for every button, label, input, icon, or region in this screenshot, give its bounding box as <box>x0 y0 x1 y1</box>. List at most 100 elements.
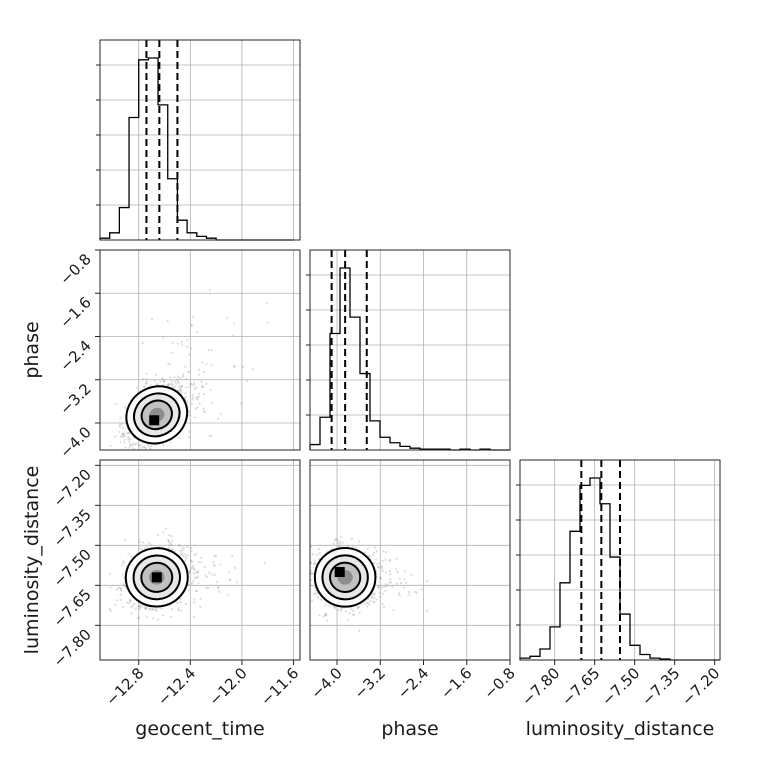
scatter-point <box>145 545 149 549</box>
scatter-point <box>209 388 212 392</box>
scatter-point <box>177 607 180 610</box>
hist-step-geocent_time <box>99 57 294 241</box>
scatter-point <box>127 437 130 440</box>
scatter-point <box>181 554 185 558</box>
scatter-point <box>206 575 209 579</box>
scatter-point <box>154 379 157 382</box>
scatter-point <box>311 599 314 602</box>
scatter-point <box>322 615 325 618</box>
scatter-point <box>307 559 309 561</box>
scatter-point <box>188 430 191 433</box>
scatter-point <box>179 389 182 392</box>
scatter-point <box>397 592 400 595</box>
scatter-point <box>316 553 319 556</box>
scatter-point <box>310 545 313 548</box>
scatter-point <box>205 586 208 589</box>
scatter-point <box>133 443 137 446</box>
scatter-point <box>192 315 195 318</box>
scatter-point <box>233 322 236 325</box>
scatter-point <box>219 563 222 566</box>
xtick-label-phase-3: −1.6 <box>437 664 475 702</box>
scatter-point <box>426 580 429 583</box>
scatter-point <box>139 444 143 447</box>
scatter-point <box>170 543 173 547</box>
scatter-point <box>119 593 122 596</box>
ylabel-luminosity-distance: luminosity_distance <box>21 466 43 655</box>
scatter-point <box>181 343 184 346</box>
hist-panel-luminosity_distance <box>516 459 721 661</box>
scatter-point <box>369 600 372 603</box>
scatter-point <box>128 440 131 443</box>
scatter-point <box>193 382 196 385</box>
scatter-point <box>196 575 199 579</box>
scatter-point <box>196 398 199 401</box>
scatter-point <box>377 566 380 569</box>
scatter-point <box>129 598 132 601</box>
scatter-point <box>328 605 331 608</box>
scatter-point <box>122 561 125 565</box>
scatter-point <box>193 598 196 601</box>
scatter-point <box>232 365 235 368</box>
scatter-point <box>306 571 308 573</box>
scatter-point <box>217 587 220 590</box>
scatter-point <box>144 456 146 458</box>
scatter-point <box>200 380 203 383</box>
scatter-point <box>184 396 187 399</box>
scatter-point <box>131 443 134 447</box>
scatter-point <box>170 383 173 386</box>
scatter-point <box>187 589 190 592</box>
scatter-point <box>167 539 170 543</box>
scatter-point <box>138 605 142 608</box>
scatter-point <box>340 609 343 612</box>
scatter-point <box>194 576 197 579</box>
scatter-point <box>176 601 179 605</box>
scatter-point <box>139 606 142 609</box>
scatter-point <box>134 607 137 610</box>
scatter-point <box>263 561 266 565</box>
scatter-point <box>123 438 126 441</box>
scatter-point <box>319 598 322 601</box>
scatter-point <box>208 571 211 574</box>
scatter-point <box>381 559 384 563</box>
scatter-point <box>213 573 216 577</box>
scatter-point <box>180 385 183 388</box>
scatter-point <box>190 324 193 327</box>
scatter-point <box>121 573 124 576</box>
scatter-point <box>189 382 193 385</box>
scatter-point <box>144 446 147 449</box>
scatter-point <box>210 401 213 404</box>
scatter-point <box>149 383 152 386</box>
scatter-point <box>142 451 144 453</box>
scatter-point <box>174 385 177 388</box>
scatter-point <box>391 585 394 588</box>
max-density-cell <box>149 415 160 426</box>
scatter-point <box>170 380 173 383</box>
scatter-point <box>147 445 150 448</box>
hist-frame <box>99 39 301 241</box>
scatter-point <box>122 466 124 468</box>
scatter-point <box>119 440 122 443</box>
scatter-point <box>246 379 249 383</box>
scatter-point <box>176 378 179 381</box>
scatter-point <box>180 384 184 388</box>
scatter-point <box>336 538 339 541</box>
scatter-point <box>358 540 361 543</box>
scatter-point <box>304 567 306 569</box>
scatter-point <box>142 446 145 449</box>
scatter-point <box>138 538 141 542</box>
scatter-point <box>149 447 152 450</box>
scatter-point <box>141 342 144 345</box>
scatter-point <box>372 554 375 557</box>
scatter-point <box>108 572 111 576</box>
ytick-label-phase-1: −3.2 <box>56 380 94 418</box>
scatter-point <box>145 382 148 385</box>
scatter-point <box>187 370 190 373</box>
scatter-point <box>348 612 351 615</box>
scatter-point <box>157 534 160 537</box>
hist-panel-geocent_time <box>96 39 301 241</box>
scatter-point <box>208 434 211 437</box>
ytick-label-luminosity_distance-0: −7.80 <box>50 625 95 670</box>
scatter-point <box>199 597 202 600</box>
scatter-point <box>339 540 342 543</box>
scatter-point <box>130 555 133 558</box>
